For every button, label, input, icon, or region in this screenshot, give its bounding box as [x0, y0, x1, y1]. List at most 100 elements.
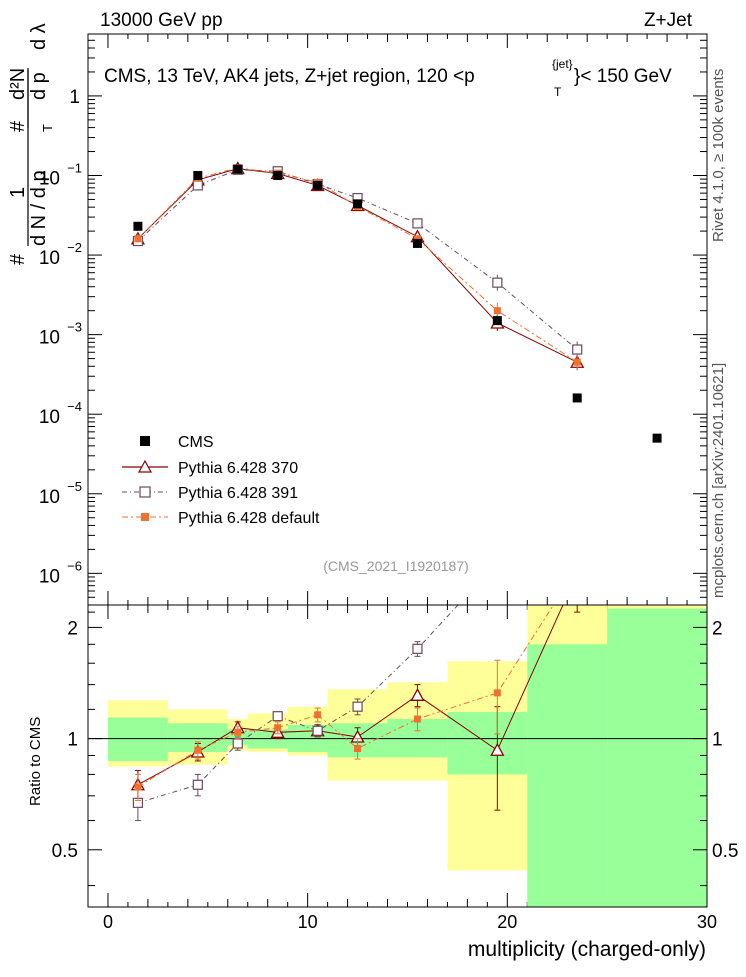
- y-tick-label-base: 10: [39, 328, 60, 349]
- legend: CMS Pythia 6.428 370 Pythia 6.428 391 Py…: [122, 434, 320, 527]
- x-axis-label: multiplicity (charged-only): [468, 938, 706, 961]
- cms-data-point: [133, 221, 143, 231]
- cms-data-point: [492, 316, 502, 326]
- ylabel-d2n: d²N: [7, 68, 29, 100]
- rivet-version-label: Rivet 4.1.0, ≥ 100k events: [710, 69, 727, 242]
- ylabel-one: 1: [7, 187, 29, 198]
- y-tick-label-base: 10: [39, 248, 60, 269]
- main-plot: 1 10 −1 10 −2 10 −3 10 −4 10 −5 10 −6: [39, 33, 708, 907]
- ratio-tick-label-left: 2: [67, 618, 78, 639]
- title-sup: {jet}: [552, 57, 573, 71]
- ratio-tick-label-right: 1: [712, 730, 723, 751]
- y-tick-label-base: 10: [39, 168, 60, 189]
- header-energy-label: 13000 GeV pp: [100, 10, 223, 31]
- ylabel-dlambda: d λ: [28, 23, 50, 50]
- ratio-y-axis-label: Ratio to CMS: [27, 717, 44, 806]
- legend-label-370: Pythia 6.428 370: [178, 460, 298, 477]
- y-tick-label-exponent: −4: [67, 399, 82, 414]
- pythia-6-428-default-ratio-filled-square-marker: [234, 728, 242, 736]
- pythia-6-428-391-ratio-open-square-marker: [412, 643, 423, 654]
- y-tick-label: 1: [69, 87, 80, 108]
- cms-data-point: [412, 238, 422, 248]
- cms-data-point: [273, 170, 283, 180]
- main-curves: [130, 161, 585, 371]
- header-process-label: Z+Jet: [644, 10, 693, 31]
- ylabel-hash-inner: #: [7, 120, 29, 132]
- title-sub: T: [554, 85, 562, 99]
- x-tick-label: 20: [497, 912, 517, 932]
- y-tick-label-exponent: −1: [67, 160, 82, 175]
- pythia-6-428-391-ratio-open-square-marker: [493, 558, 502, 567]
- ylabel-hash-outer: #: [7, 253, 29, 265]
- cms-data-point: [572, 393, 582, 403]
- pythia-6-428-default-filled-square-marker: [493, 307, 501, 315]
- legend-label-cms: CMS: [178, 434, 214, 451]
- cms-data-point: [652, 433, 662, 443]
- band-1sigma-bin: [527, 644, 608, 907]
- title-tail: }< 150 GeV: [574, 66, 672, 87]
- pythia-6-428-default-filled-square-marker: [134, 235, 142, 243]
- y-tick-label-exponent: −5: [67, 479, 82, 494]
- mcplots-label: mcplots.cern.ch [arXiv:2401.10621]: [710, 363, 727, 598]
- pythia-6-428-391-ratio-open-square-marker: [192, 779, 203, 790]
- pythia-6-428-391-ratio-open-square-marker: [272, 711, 283, 722]
- x-tick-label: 30: [697, 912, 717, 932]
- ylabel-dn: d N / d p: [28, 170, 50, 246]
- pythia-6-428-370-ratio-triangle-marker: [410, 687, 425, 701]
- pythia-6-428-default-ratio-filled-square-marker: [274, 724, 282, 732]
- pythia-6-428-default-ratio-filled-square-marker: [314, 711, 322, 719]
- pythia-6-428-391-open-square-marker: [492, 277, 503, 288]
- pythia-6-428-370-ratio-triangle-marker: [490, 742, 505, 756]
- x-tick-label: 0: [103, 912, 113, 932]
- cms-data-point: [353, 199, 363, 209]
- legend-marker-391: [139, 486, 151, 498]
- ratio-tick-label-right: 2: [712, 618, 723, 639]
- pythia-6-428-default-ratio-filled-square-marker: [194, 746, 202, 754]
- y-tick-label-exponent: −3: [67, 320, 82, 335]
- y-tick-label-base: 10: [39, 407, 60, 428]
- pythia-6-428-default-filled-square-marker: [413, 235, 421, 243]
- y-tick-label-base: 10: [39, 566, 60, 587]
- x-tick-label: 10: [298, 912, 318, 932]
- pythia-6-428-default-ratio-filled-square-marker: [493, 689, 501, 697]
- y-tick-label-exponent: −2: [67, 240, 82, 255]
- y-tick-label-exponent: −6: [67, 558, 82, 573]
- legend-marker-default: [141, 513, 149, 521]
- pythia-6-428-default-ratio-filled-square-marker: [574, 564, 581, 571]
- pythia-6-428-391-open-square-marker: [572, 344, 583, 355]
- legend-label-default: Pythia 6.428 default: [178, 510, 320, 527]
- ratio-tick-label-right: 0.5: [712, 841, 738, 862]
- pythia-6-428-default-filled-square-marker: [573, 358, 581, 366]
- pythia-6-428-391-ratio-open-square-marker: [352, 701, 363, 712]
- band-1sigma-bin: [607, 608, 707, 907]
- y-tick-label-base: 10: [39, 487, 60, 508]
- pythia-6-428-391-open-square-marker: [192, 180, 203, 191]
- band-1sigma-bin: [107, 717, 168, 761]
- ratio-tick-label-left: 1: [67, 730, 78, 751]
- pythia-6-428-391-open-square-marker: [412, 218, 423, 229]
- pythia-6-428-391-ratio-open-square-marker: [312, 725, 323, 736]
- title-main: CMS, 13 TeV, AK4 jets, Z+jet region, 120…: [104, 66, 475, 87]
- pythia-6-428-370-ratio-triangle-marker: [571, 567, 583, 578]
- pythia-6-428-default-line: [137, 167, 578, 363]
- plot-title: CMS, 13 TeV, AK4 jets, Z+jet region, 120…: [104, 57, 672, 99]
- pythia-6-428-default-ratio-filled-square-marker: [413, 715, 421, 723]
- pythia-6-428-default-ratio-filled-square-marker: [134, 783, 142, 791]
- cms-data-point: [233, 164, 243, 174]
- pythia-6-428-391-ratio-open-square-marker: [573, 512, 582, 521]
- legend-marker-cms: [140, 436, 150, 446]
- main-y-axis-label: # 1 d N / d p T # d²N d p d λ: [7, 23, 55, 265]
- ratio-plot: 0 10 20 30 2 2 1 1 0.5 0.5: [52, 512, 738, 932]
- pythia-6-428-391-ratio-open-square-marker: [232, 738, 243, 749]
- ylabel-sub-t: T: [40, 124, 55, 132]
- legend-marker-370: [137, 459, 153, 473]
- ylabel-dp: d p: [28, 72, 50, 100]
- ratio-tick-label-left: 0.5: [52, 841, 78, 862]
- legend-label-391: Pythia 6.428 391: [178, 485, 298, 502]
- cms-data-point: [193, 170, 203, 180]
- cms-data-point: [313, 180, 323, 190]
- analysis-id: (CMS_2021_I1920187): [323, 558, 469, 574]
- ratio-curves: [130, 512, 583, 822]
